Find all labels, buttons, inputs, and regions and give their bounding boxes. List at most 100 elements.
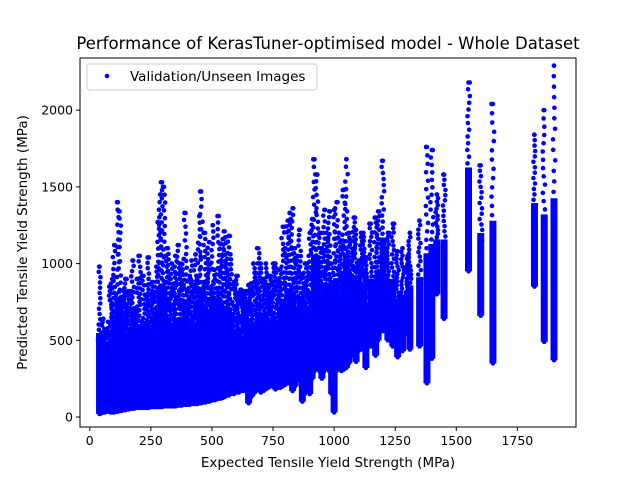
data-point: [235, 306, 240, 311]
data-point: [279, 235, 284, 241]
data-point: [441, 208, 447, 213]
data-point: [399, 286, 405, 291]
data-point: [253, 274, 258, 280]
data-point: [156, 207, 162, 213]
legend-marker: [104, 73, 110, 79]
x-tick-label: 1500: [440, 433, 472, 448]
data-point: [394, 286, 399, 292]
data-point: [122, 286, 127, 291]
data-point: [205, 256, 211, 262]
data-point: [295, 253, 300, 259]
data-point: [478, 195, 484, 200]
data-point: [479, 189, 484, 195]
data-point: [96, 306, 102, 312]
data-point: [308, 250, 314, 256]
data-point: [117, 237, 123, 243]
data-point: [532, 181, 538, 186]
data-point: [168, 276, 173, 282]
data-point: [384, 245, 390, 251]
data-point: [165, 245, 171, 251]
data-point: [321, 288, 327, 293]
data-point: [246, 400, 251, 406]
data-point: [435, 224, 440, 229]
data-point: [363, 266, 369, 272]
data-point: [360, 242, 366, 248]
data-point: [97, 285, 103, 291]
data-point: [478, 173, 484, 179]
data-point: [361, 230, 366, 236]
data-point: [386, 268, 392, 274]
data-point: [532, 148, 538, 154]
data-point: [296, 238, 302, 243]
data-point: [424, 245, 429, 251]
data-point: [434, 242, 440, 247]
data-point: [381, 243, 386, 249]
data-point: [158, 236, 164, 241]
data-point: [187, 273, 193, 279]
data-point: [221, 246, 226, 252]
data-point: [160, 204, 165, 209]
data-point: [441, 172, 447, 177]
data-point: [408, 263, 413, 269]
legend-box: [86, 63, 318, 91]
data-point: [280, 304, 285, 309]
data-point-cluster: [362, 307, 370, 368]
data-point: [361, 285, 366, 291]
data-point: [381, 237, 387, 243]
data-point: [162, 215, 168, 221]
data-point: [398, 256, 404, 262]
data-point: [198, 257, 203, 262]
data-point: [189, 258, 194, 263]
data-point: [268, 273, 273, 279]
data-point: [342, 246, 348, 251]
y-tick-label: 0: [65, 410, 73, 425]
data-point: [543, 223, 548, 229]
data-point: [532, 284, 537, 289]
data-point: [117, 315, 123, 320]
data-point: [477, 179, 482, 184]
data-point: [209, 254, 215, 259]
data-point: [385, 265, 390, 270]
data-point: [385, 238, 390, 243]
chart-title: Performance of KerasTuner-optimised mode…: [76, 34, 580, 53]
data-point: [490, 175, 496, 181]
data-point: [215, 233, 220, 238]
data-point: [210, 229, 216, 234]
data-point: [389, 265, 395, 270]
data-point: [408, 268, 414, 273]
data-point: [136, 313, 142, 318]
data-point: [466, 167, 472, 173]
data-point: [122, 276, 128, 282]
data-point: [168, 271, 174, 277]
data-point: [309, 376, 315, 381]
data-point: [401, 271, 406, 277]
data-point: [217, 280, 222, 285]
data-point: [262, 319, 267, 325]
data-point-cluster: [416, 277, 424, 347]
data-point: [532, 154, 538, 159]
data-point: [226, 245, 232, 250]
data-point: [423, 262, 429, 268]
data-point: [379, 213, 385, 218]
data-point: [177, 291, 182, 297]
data-point: [140, 278, 145, 283]
data-point: [358, 247, 364, 252]
data-point: [434, 291, 440, 297]
data-point: [314, 212, 319, 218]
data-point: [242, 320, 248, 326]
data-point: [296, 232, 302, 238]
data-point: [179, 261, 185, 267]
data-point: [443, 234, 448, 239]
data-point: [159, 179, 165, 185]
y-tick-label: 1500: [41, 179, 73, 194]
data-point: [343, 194, 349, 199]
data-point: [273, 261, 278, 266]
data-point: [542, 182, 548, 187]
data-point: [342, 179, 348, 184]
data-point: [531, 159, 536, 165]
data-point: [396, 267, 401, 273]
data-point-cluster: [530, 203, 538, 287]
data-point: [531, 197, 536, 203]
data-points: [95, 63, 558, 417]
data-point: [285, 380, 290, 386]
